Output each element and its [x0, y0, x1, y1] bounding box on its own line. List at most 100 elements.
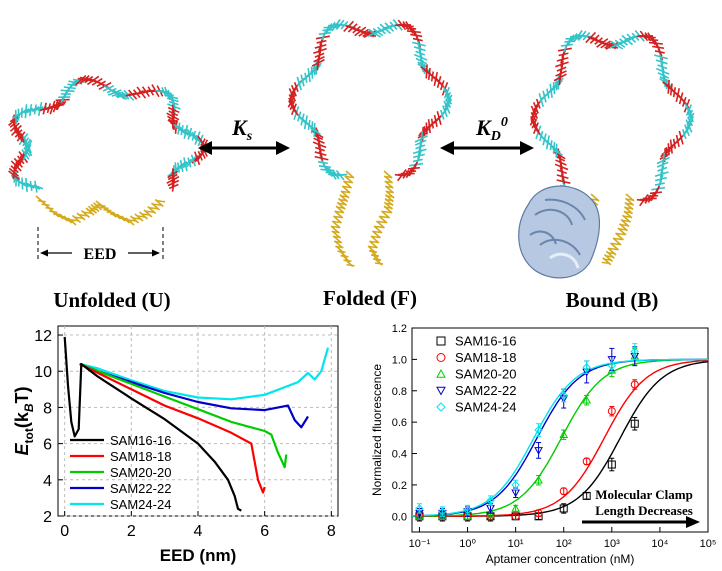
folded-clamp-bond [382, 210, 391, 214]
binding-point-SAM18-18 [607, 407, 616, 416]
folded-base-pair [417, 63, 430, 72]
unfolded-clamp-bond [149, 206, 158, 210]
binding-legend-marker [436, 353, 446, 362]
unfolded-base-pair [13, 161, 18, 174]
binding-fit-SAM20-20 [412, 358, 708, 517]
binding-tick-label-y: 0.6 [392, 417, 407, 429]
energy-x-axis-label: EED (nm) [160, 546, 237, 565]
binding-tick-label-y: 0.2 [392, 480, 407, 492]
unfolded-clamp-bond [79, 213, 88, 217]
binding-chart: 10⁻¹ 10⁰ 10¹ 10² 10³ 10⁴ 10⁵ 0.0 0.2 0.4 0.6 0.8 1.0… [370, 323, 716, 566]
state-label-folded: Folded (F) [323, 286, 417, 310]
unfolded-base-pair [49, 103, 64, 109]
bound-clamp-bond [609, 247, 618, 251]
bound-clamp-bond [616, 232, 625, 236]
protein-icon [518, 185, 601, 279]
binding-legend-marker [436, 402, 446, 412]
folded-base-pair [405, 167, 414, 179]
unfolded-clamp-bond [80, 209, 91, 219]
unfolded-clamp-bond [87, 205, 98, 214]
energy-tick-label-y: 6 [43, 437, 52, 454]
folded-clamp-bond [371, 235, 380, 239]
unfolded-clamp-bond [157, 199, 166, 203]
unfolded-structure [8, 74, 209, 226]
ks-label: Ks [231, 115, 253, 144]
unfolded-clamp-bond [125, 217, 135, 226]
energy-tick-label-x: 0 [60, 523, 69, 540]
ks-arrow [198, 141, 290, 155]
folded-base-pair [394, 173, 405, 177]
bound-base-pair [687, 116, 694, 127]
unfolded-base-pair [26, 182, 41, 190]
energy-legend-label: SAM22-22 [110, 481, 171, 496]
unfolded-base-pair [194, 151, 203, 163]
binding-point-SAM24-24 [607, 361, 617, 370]
unfolded-clamp-bond [67, 217, 77, 226]
folded-base-pair [362, 30, 375, 38]
unfolded-base-pair [168, 183, 179, 190]
binding-point-SAM16-16 [582, 491, 591, 500]
binding-tick-label-x: 10⁵ [700, 538, 717, 550]
binding-x-axis-label: Aptamer concentration (nM) [486, 552, 635, 566]
unfolded-base-pair [18, 108, 30, 116]
unfolded-base-pair [15, 159, 20, 170]
unfolded-clamp-bond [71, 214, 82, 224]
binding-legend-label: SAM18-18 [455, 350, 516, 365]
binding-point-SAM24-24 [559, 391, 568, 400]
energy-tick-label-x: 4 [194, 523, 203, 540]
unfolded-clamp-bond [70, 218, 79, 222]
binding-fit-SAM18-18 [412, 359, 709, 517]
unfolded-base-pair [171, 177, 176, 192]
unfolded-base-pair [31, 106, 44, 113]
binding-legend-marker [436, 368, 446, 378]
unfolded-base-pair [174, 124, 187, 135]
unfolded-clamp-bond [153, 203, 162, 207]
state-label-bound: Bound (B) [566, 288, 659, 312]
folded-clamp-bond [368, 245, 377, 249]
bound-base-pair [685, 118, 694, 130]
energy-tick-label-x: 2 [127, 523, 136, 540]
unfolded-base-pair [75, 74, 87, 86]
unfolded-base-pair [179, 161, 188, 170]
bound-base-pair [552, 79, 563, 88]
annotation-line-2: Length Decreases [595, 503, 693, 518]
energy-tick-label-y: 10 [34, 364, 52, 381]
unfolded-base-pair [171, 176, 175, 187]
binding-plot-frame [411, 327, 709, 533]
binding-fit-SAM24-24 [411, 358, 708, 517]
unfolded-base-pair [77, 77, 88, 82]
bound-base-pair [605, 41, 619, 50]
binding-point-SAM24-24 [511, 480, 520, 490]
binding-legend-label: SAM20-20 [455, 367, 516, 382]
bound-base-pair [604, 42, 617, 50]
unfolded-base-pair [190, 154, 196, 167]
binding-point-SAM16-16 [607, 460, 616, 469]
unfolded-base-pair [16, 154, 23, 169]
folded-clamp-bond [370, 240, 379, 244]
unfolded-clamp-bond [150, 202, 161, 211]
bound-clamp-bond [614, 237, 623, 241]
binding-tick-label-y: 0.0 [392, 511, 407, 523]
binding-tick-label-x: 10¹ [508, 538, 524, 550]
unfolded-clamp-bond [129, 215, 140, 224]
unfolded-clamp-bond [134, 213, 144, 222]
energy-tick-label-y: 2 [43, 509, 52, 526]
energy-series-SAM18-18 [79, 363, 266, 494]
binding-point-SAM18-18 [511, 512, 520, 521]
energy-series-SAM22-22 [79, 362, 309, 429]
bound-base-pair [636, 198, 647, 202]
bound-base-pair [684, 103, 692, 113]
binding-point-SAM20-20 [559, 430, 569, 439]
bound-clamp-bond [611, 242, 620, 246]
unfolded-base-pair [187, 127, 193, 140]
binding-tick-label-y: 0.8 [392, 386, 407, 398]
binding-legend-marker [436, 336, 446, 346]
binding-point-SAM22-22 [534, 447, 543, 455]
folded-base-pair [363, 29, 377, 39]
annotation-line-1: Molecular Clamp [595, 487, 693, 502]
eed-marker: EED [37, 227, 164, 263]
unfolded-base-pair [113, 89, 126, 100]
binding-point-SAM18-18 [559, 487, 568, 496]
